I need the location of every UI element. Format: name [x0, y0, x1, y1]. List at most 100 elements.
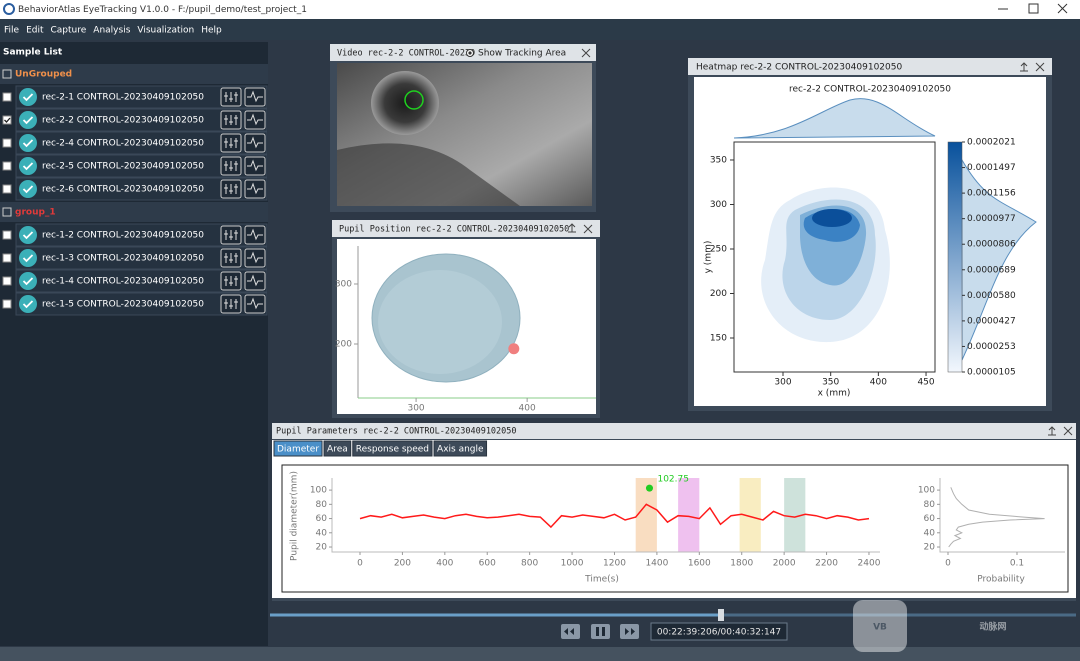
tab-label[interactable]: Axis angle: [437, 445, 484, 455]
status-icon: [19, 88, 37, 106]
close-button[interactable]: [1063, 426, 1073, 436]
status-icon: [19, 272, 37, 290]
x-tick-label: 1200: [603, 559, 626, 569]
chart-title: rec-2-2 CONTROL-20230409102050: [789, 85, 951, 95]
video-title: Video rec-2-2 CONTROL-20230: [337, 49, 475, 59]
colorbar-label: 0.0000105: [967, 368, 1016, 378]
x-axis-label: x (mm): [818, 389, 851, 399]
x-axis-label: Probability: [977, 575, 1025, 585]
x-tick-label: 1400: [645, 559, 668, 569]
plot-icon: [247, 159, 263, 172]
menu-item[interactable]: File: [4, 26, 20, 36]
status-check: [22, 139, 34, 148]
x-tick-label: 1000: [561, 559, 584, 569]
colorbar-label: 0.0000580: [967, 291, 1016, 301]
menu: File Edit Capture Analysis Visualization Help: [4, 26, 222, 36]
y-tick-label: 150: [710, 333, 727, 343]
y-tick-label: 100: [310, 486, 327, 496]
plot-icon: [247, 228, 263, 241]
tab-label[interactable]: Diameter: [277, 445, 319, 455]
group-checkbox[interactable]: [2, 207, 12, 217]
sample-row[interactable]: [15, 108, 268, 132]
sample-checkbox[interactable]: [2, 161, 12, 171]
forward-button[interactable]: [620, 624, 639, 639]
panel-header: [272, 423, 1076, 439]
menu-item[interactable]: Help: [201, 26, 222, 36]
settings-icon: [224, 138, 238, 148]
export-button[interactable]: [1020, 62, 1028, 72]
menu-item[interactable]: Analysis: [93, 26, 130, 36]
close-button[interactable]: [583, 224, 593, 234]
check-mark: [4, 117, 11, 123]
sample-row[interactable]: [15, 177, 268, 201]
tab[interactable]: [352, 440, 433, 457]
sample-checkbox[interactable]: [2, 92, 12, 102]
sample-row[interactable]: [15, 154, 268, 178]
pause-button[interactable]: [591, 624, 610, 639]
group-header: [0, 64, 268, 84]
x-tick-label: 300: [407, 404, 424, 414]
sample-name: rec-1-2 CONTROL-20230409102050: [42, 231, 204, 241]
menu-item[interactable]: Edit: [26, 26, 44, 36]
export-button[interactable]: [568, 223, 576, 233]
colorbar-label: 0.0001156: [967, 189, 1016, 199]
sample-name: rec-2-4 CONTROL-20230409102050: [42, 139, 204, 149]
sample-checkbox[interactable]: [2, 253, 12, 263]
close-button[interactable]: [1035, 62, 1045, 72]
tab[interactable]: [323, 440, 352, 457]
colorbar-label: 0.0000806: [967, 240, 1016, 250]
sample-checkbox[interactable]: [2, 138, 12, 148]
x-tick-label: 300: [774, 378, 791, 388]
heatmap-title: Heatmap rec-2-2 CONTROL-20230409102050: [696, 63, 902, 73]
timeline-handle[interactable]: [718, 609, 724, 621]
sample-row[interactable]: [15, 85, 268, 109]
sample-checkbox[interactable]: [2, 184, 12, 194]
group-checkbox[interactable]: [2, 69, 12, 79]
maximize-button[interactable]: [1028, 3, 1039, 14]
x-tick-label: 450: [917, 378, 934, 388]
tracking-option[interactable]: Show Tracking Area: [478, 49, 566, 59]
distribution-line: [948, 487, 1045, 548]
colorbar-label: 0.0000427: [967, 316, 1016, 326]
group-name: group_1: [15, 208, 56, 218]
export-button[interactable]: [1048, 426, 1056, 436]
x-axis-label: Time(s): [584, 575, 619, 585]
highlight-region: [739, 478, 761, 552]
sample-checkbox[interactable]: [2, 299, 12, 309]
y-tick-label: 300: [710, 200, 727, 210]
tab-label[interactable]: Response speed: [356, 445, 429, 455]
colorbar-label: 0.0001497: [967, 163, 1016, 173]
sample-checkbox[interactable]: [2, 276, 12, 286]
panel-header: [332, 220, 600, 237]
plot-frame: [733, 141, 936, 373]
video-shadow: [337, 143, 520, 206]
close-button[interactable]: [1057, 3, 1068, 14]
axis-frame: [331, 478, 880, 553]
y-tick-label: 80: [316, 500, 328, 510]
sample-row[interactable]: [15, 246, 268, 270]
menu-item[interactable]: Visualization: [137, 26, 194, 36]
marginal-kde: [733, 98, 936, 139]
sample-row[interactable]: [15, 292, 268, 316]
tab-label[interactable]: Area: [327, 445, 348, 455]
sample-row[interactable]: [15, 269, 268, 293]
tab[interactable]: [273, 440, 323, 457]
tab[interactable]: [433, 440, 488, 457]
x-tick-label: 350: [822, 378, 839, 388]
window-title: BehaviorAtlas EyeTracking V1.0.0 - F:/pu…: [18, 5, 307, 15]
menu-item[interactable]: Capture: [51, 26, 87, 36]
plot-icon: [247, 113, 263, 126]
diameter-line: [359, 503, 870, 529]
status-icon: [19, 180, 37, 198]
sample-row[interactable]: [15, 223, 268, 247]
sample-checkbox[interactable]: [2, 115, 12, 125]
time-display: [650, 622, 788, 641]
y-tick-label: 200: [710, 289, 727, 299]
sample-checkbox[interactable]: [2, 230, 12, 240]
watermark-text: 动脉网: [979, 621, 1006, 633]
sample-row[interactable]: [15, 131, 268, 155]
close-button[interactable]: [581, 48, 591, 58]
position-cloud: [378, 270, 502, 374]
annotation-point: [645, 484, 653, 492]
status-check: [22, 116, 34, 125]
